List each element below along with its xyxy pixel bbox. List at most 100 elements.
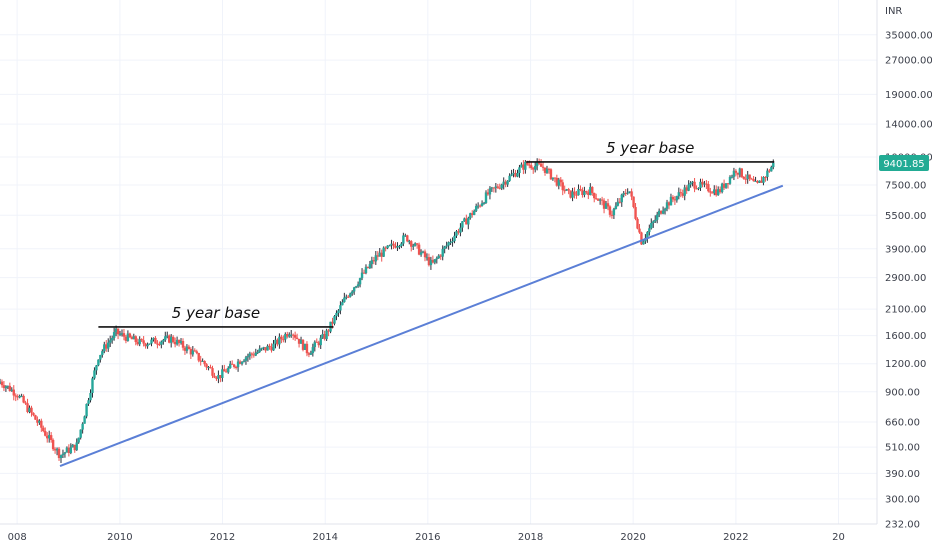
candle-body <box>1 382 3 386</box>
x-tick-label: 2020 <box>620 532 645 543</box>
candle-body <box>508 176 510 181</box>
candle-body <box>630 191 632 196</box>
candle-body <box>335 313 337 316</box>
candle-body <box>530 165 532 168</box>
candle-body <box>325 330 327 339</box>
candle-body <box>343 298 345 303</box>
candle-body <box>42 428 44 431</box>
candle-body <box>209 367 211 368</box>
candle-body <box>337 311 339 313</box>
y-tick-label: 232.00 <box>885 520 920 531</box>
candle-body <box>632 197 634 207</box>
candle-body <box>748 175 750 179</box>
candle-body <box>113 332 115 338</box>
candle-body <box>351 291 353 293</box>
candle-body <box>233 365 235 367</box>
candle-body <box>320 338 322 345</box>
candle-body <box>349 293 351 296</box>
candle-body <box>613 209 615 215</box>
candle-body <box>731 177 733 178</box>
candle-body <box>560 180 562 183</box>
candle-body <box>743 177 745 179</box>
candle-body <box>142 340 144 343</box>
candle-body <box>416 243 418 244</box>
candle-body <box>154 338 156 344</box>
candle-body <box>81 424 83 430</box>
y-tick-label: 660.00 <box>885 418 920 429</box>
candle-body <box>198 353 200 361</box>
candle-body <box>164 336 166 340</box>
candle-body <box>451 241 453 242</box>
candle-body <box>752 179 754 181</box>
candle-body <box>223 369 225 371</box>
candle-body <box>626 193 628 194</box>
candle-body <box>516 173 518 177</box>
candle-body <box>680 192 682 193</box>
candle-body <box>662 211 664 214</box>
candle-body <box>672 197 674 199</box>
candle-body <box>148 344 150 345</box>
candle-body <box>434 259 436 262</box>
candle-body <box>339 305 341 310</box>
candle-body <box>483 203 485 204</box>
candle-body <box>182 341 184 348</box>
x-tick-label: 20 <box>832 532 845 543</box>
candle-body <box>436 258 438 259</box>
candle-body <box>467 218 469 224</box>
y-tick-label: 2900.00 <box>885 273 926 284</box>
candle-body <box>615 206 617 209</box>
candle-body <box>251 353 253 354</box>
candle-body <box>101 351 103 355</box>
candle-body <box>567 189 569 190</box>
candle-body <box>369 264 371 268</box>
candle-body <box>709 191 711 192</box>
candle-body <box>194 350 196 351</box>
candle-body <box>693 182 695 189</box>
y-tick-label: 14000.00 <box>885 120 932 131</box>
candle-body <box>475 206 477 211</box>
candle-body <box>697 188 699 189</box>
candle-body <box>280 337 282 340</box>
candle-body <box>247 356 249 357</box>
candle-body <box>50 435 52 440</box>
y-tick-label: 7500.00 <box>885 181 926 192</box>
candle-body <box>445 246 447 247</box>
candle-body <box>735 171 737 173</box>
candle-body <box>652 221 654 223</box>
x-tick-label: 2014 <box>312 532 337 543</box>
support-trendline <box>60 186 783 466</box>
x-tick-label: 008 <box>8 532 27 543</box>
candle-body <box>601 200 603 201</box>
candle-body <box>79 430 81 438</box>
x-tick-label: 2016 <box>415 532 440 543</box>
candle-body <box>687 185 689 191</box>
candle-body <box>146 345 148 347</box>
base-annotation: 5 year base <box>172 304 260 322</box>
candle-body <box>707 184 709 191</box>
candle-body <box>650 223 652 228</box>
y-tick-label: 900.00 <box>885 387 920 398</box>
candle-body <box>260 348 262 349</box>
y-tick-label: 35000.00 <box>885 30 932 41</box>
candle-body <box>294 335 296 338</box>
candle-body <box>424 251 426 257</box>
y-tick-label: 1200.00 <box>885 359 926 370</box>
candle-body <box>107 343 109 349</box>
candle-body <box>648 228 650 232</box>
candle-body <box>40 421 42 428</box>
candle-body <box>64 453 66 454</box>
candle-body <box>97 360 99 366</box>
candle-body <box>231 364 233 365</box>
candle-body <box>22 396 24 403</box>
candle-body <box>188 347 190 349</box>
candle-body <box>607 203 609 206</box>
y-tick-label: 19000.00 <box>885 90 932 101</box>
candle-body <box>205 364 207 367</box>
candle-body <box>449 242 451 243</box>
candle-body <box>609 206 611 214</box>
candle-body <box>442 249 444 257</box>
candle-body <box>241 362 243 364</box>
candle-body <box>406 235 408 241</box>
